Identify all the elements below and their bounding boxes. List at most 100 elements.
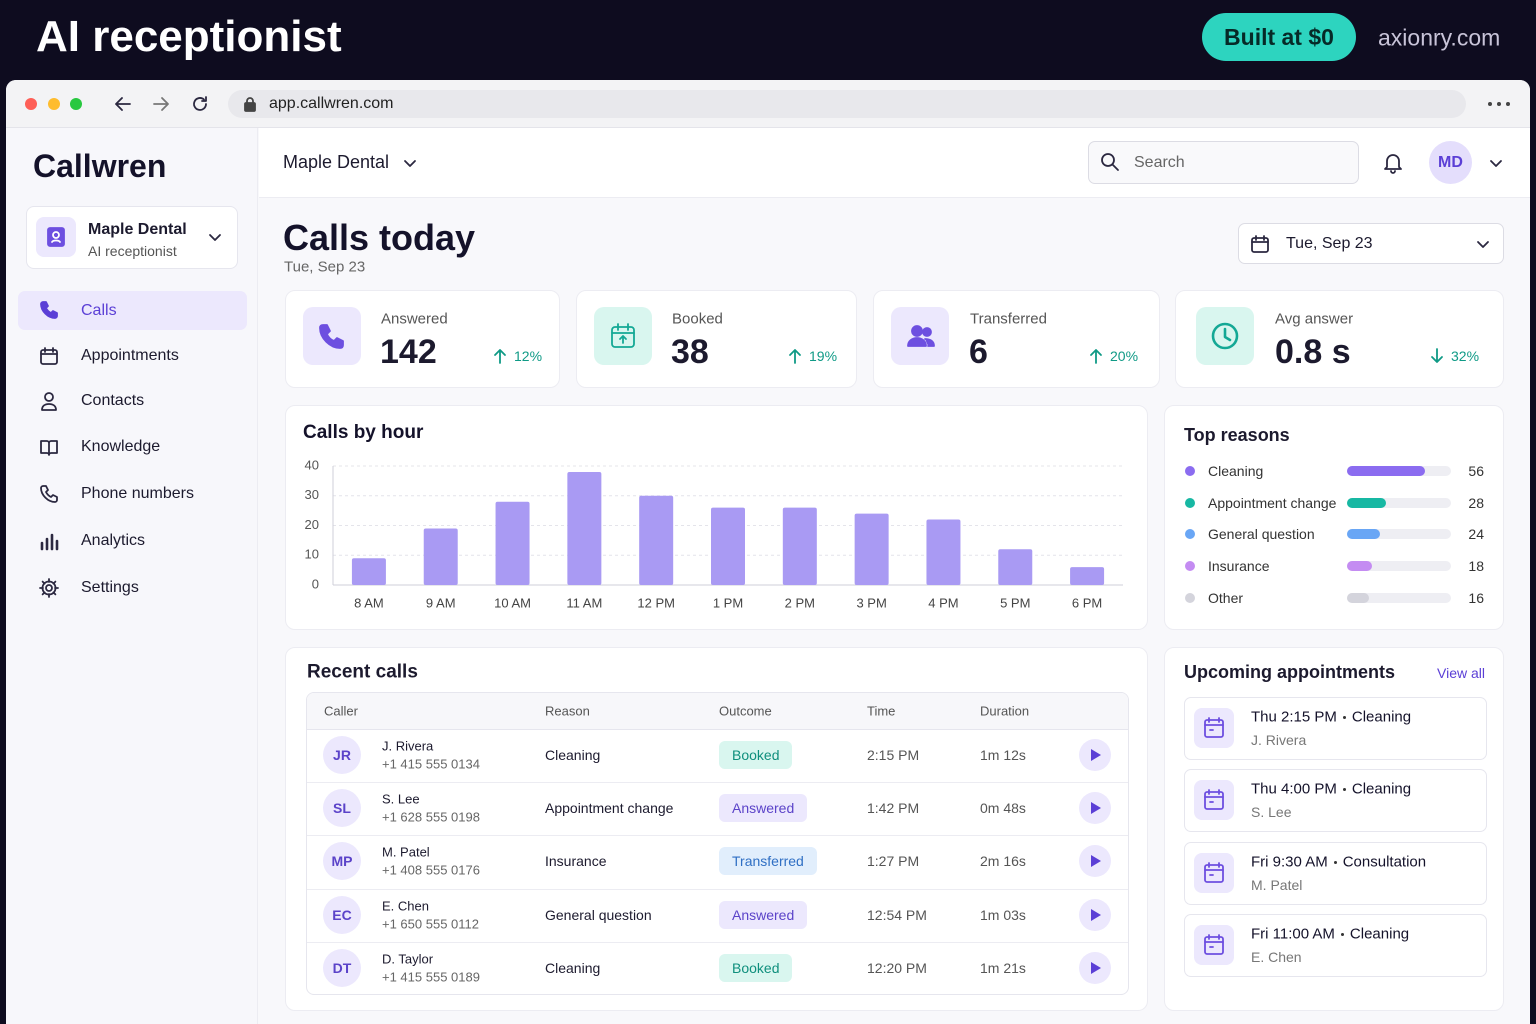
reason-name: General question <box>1208 526 1315 543</box>
caller-name: M. Patel <box>382 844 430 860</box>
play-button[interactable] <box>1079 845 1111 878</box>
people-icon <box>907 325 935 347</box>
reload-icon[interactable] <box>190 94 210 114</box>
play-button[interactable] <box>1079 739 1111 771</box>
x-tick-label: 12 PM <box>637 595 675 610</box>
reason-track <box>1347 529 1451 540</box>
workspace-name: Maple Dental <box>88 221 187 238</box>
reason-name: Insurance <box>1208 558 1270 575</box>
appointment-item[interactable] <box>1184 913 1487 977</box>
appointment-item[interactable] <box>1184 841 1487 905</box>
caller-avatar: EC <box>323 895 361 934</box>
appointment-item[interactable] <box>1184 769 1487 833</box>
nav-item[interactable]: Analytics <box>81 532 146 549</box>
clock-icon <box>1211 322 1239 350</box>
nav-item[interactable]: Appointments <box>81 347 179 364</box>
appointment-patient: J. Rivera <box>1251 732 1307 748</box>
more-icon[interactable] <box>1487 100 1511 108</box>
separator-dot <box>1342 716 1346 719</box>
x-tick-label: 3 PM <box>856 595 886 610</box>
appointment-item[interactable] <box>1184 697 1487 760</box>
avatar[interactable]: MD <box>1429 141 1472 184</box>
caller-avatar: JR <box>323 736 361 774</box>
appointment-when: Fri 9:30 AM <box>1251 853 1328 871</box>
stat-value: 6 <box>969 333 988 371</box>
y-tick-label: 10 <box>305 547 319 562</box>
chart: Calls by hour 0 10 20 30 40 8 AM 9 AM 10 AM 11 A… <box>303 422 1123 610</box>
calendar-lines <box>1204 789 1224 804</box>
appointment-patient: E. Chen <box>1251 948 1302 965</box>
page-date: Tue, Sep 23 <box>284 258 366 276</box>
chevron[interactable] <box>1489 156 1503 170</box>
site-link[interactable]: axionry.com <box>1378 24 1501 51</box>
play-button[interactable] <box>1079 951 1111 984</box>
outcome-badge: Answered <box>719 900 808 929</box>
reason: Cleaning <box>545 747 601 763</box>
call-time: 12:20 PM <box>867 959 927 976</box>
stat-change: 19% <box>809 348 838 364</box>
reason-name: Cleaning <box>1208 463 1264 479</box>
call-duration: 1m 03s <box>980 906 1026 923</box>
appointment-service: Cleaning <box>1351 780 1412 798</box>
bar <box>1070 567 1105 585</box>
call-time: 12:54 PM <box>867 906 927 923</box>
account-switcher[interactable]: Maple Dental <box>283 152 390 172</box>
nav-item[interactable]: Knowledge <box>81 438 161 455</box>
bell-icon[interactable] <box>1383 152 1403 174</box>
reason: Cleaning <box>545 959 601 976</box>
column-header: Reason <box>545 703 590 719</box>
badge[interactable]: Built at $0 <box>1202 13 1356 61</box>
column-header: Time <box>867 703 896 719</box>
upcoming-title: Upcoming appointments <box>1184 662 1395 682</box>
nav-item[interactable]: Calls <box>81 302 117 319</box>
page-title: Calls today <box>283 217 476 258</box>
appointment-icon <box>1194 852 1234 893</box>
nav-icon <box>40 440 58 456</box>
bar <box>567 471 602 585</box>
x-tick-label: 5 PM <box>1000 595 1030 610</box>
brand: Callwren <box>33 148 167 184</box>
minimize-dot[interactable] <box>48 98 60 110</box>
search-box[interactable] <box>1088 141 1359 184</box>
down-arrow <box>1431 348 1443 363</box>
reason-name: Other <box>1208 589 1244 606</box>
stat-label: Answered <box>381 310 448 328</box>
row-divider <box>307 941 1128 943</box>
reasons-card <box>1164 405 1504 630</box>
nav-icon <box>39 578 59 598</box>
nav-active <box>18 291 247 330</box>
url-bar[interactable] <box>228 90 1466 118</box>
date-picker[interactable] <box>1238 223 1504 264</box>
legend-dot <box>1185 497 1195 508</box>
reason-bar <box>1347 592 1370 603</box>
appointment-patient: S. Lee <box>1251 804 1292 821</box>
chevron <box>1477 241 1489 248</box>
nav-item[interactable]: Contacts <box>81 392 145 409</box>
reason-track <box>1347 561 1451 572</box>
caller-phone: +1 415 555 0134 <box>382 756 480 772</box>
nav-item[interactable]: Settings <box>81 579 139 596</box>
legend-dot <box>1185 592 1195 603</box>
outcome-badge: Answered <box>719 794 808 823</box>
column-header: Duration <box>980 703 1030 719</box>
appointment-when: Fri 11:00 AM <box>1251 925 1335 943</box>
chart-title: Calls by hour <box>303 422 424 443</box>
bar <box>854 513 889 585</box>
banner-title: AI receptionist <box>36 12 342 61</box>
bar <box>423 528 458 585</box>
maximize-dot[interactable] <box>70 98 82 110</box>
calls-table <box>306 692 1129 995</box>
row-divider <box>307 782 1128 784</box>
x-tick-label: 6 PM <box>1072 595 1102 610</box>
nav-icon <box>40 347 58 365</box>
back-icon[interactable] <box>113 94 133 114</box>
view-all-link[interactable]: View all <box>1437 665 1485 681</box>
table-header <box>307 693 1128 730</box>
call-time: 1:27 PM <box>867 853 920 870</box>
close-dot[interactable] <box>25 98 37 110</box>
play-button[interactable] <box>1079 898 1111 931</box>
play-button[interactable] <box>1079 792 1111 825</box>
nav-item[interactable]: Phone numbers <box>81 485 194 502</box>
x-tick-label: 1 PM <box>713 595 743 610</box>
forward-icon[interactable] <box>151 94 171 114</box>
